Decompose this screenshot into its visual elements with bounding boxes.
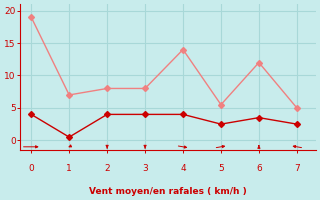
X-axis label: Vent moyen/en rafales ( km/h ): Vent moyen/en rafales ( km/h ) <box>89 187 247 196</box>
